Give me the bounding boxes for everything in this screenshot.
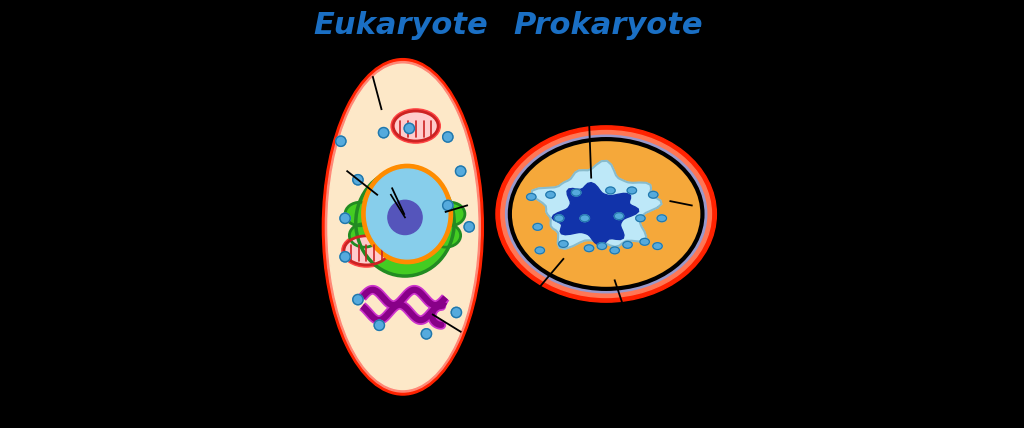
Ellipse shape [526,193,536,200]
Circle shape [336,136,346,146]
Ellipse shape [342,234,391,267]
Polygon shape [552,183,639,245]
Ellipse shape [344,236,389,265]
Circle shape [340,213,350,223]
Circle shape [340,252,350,262]
Ellipse shape [623,241,632,248]
Ellipse shape [345,202,375,226]
Circle shape [452,307,462,318]
Circle shape [442,200,453,211]
Ellipse shape [431,223,461,247]
Ellipse shape [606,187,615,194]
Circle shape [404,123,415,134]
Ellipse shape [496,126,717,302]
Ellipse shape [326,62,480,392]
Ellipse shape [328,64,478,389]
Ellipse shape [367,169,447,259]
Ellipse shape [571,189,581,196]
Ellipse shape [361,164,453,264]
Text: Eukaryote: Eukaryote [313,11,488,40]
Circle shape [353,294,364,305]
Ellipse shape [355,169,455,276]
Ellipse shape [323,59,483,395]
Ellipse shape [393,111,438,141]
Ellipse shape [349,223,379,247]
Circle shape [456,166,466,176]
Ellipse shape [610,247,620,254]
Ellipse shape [532,223,543,230]
Ellipse shape [546,191,555,198]
Ellipse shape [653,243,663,250]
Circle shape [353,175,364,185]
Circle shape [379,128,389,138]
Circle shape [464,222,474,232]
Ellipse shape [648,191,658,198]
Ellipse shape [501,131,712,297]
Ellipse shape [640,238,649,245]
Circle shape [388,200,422,235]
Ellipse shape [580,215,590,222]
Ellipse shape [636,215,645,222]
Ellipse shape [657,215,667,222]
Circle shape [442,132,453,142]
Circle shape [421,329,431,339]
Ellipse shape [391,109,440,143]
Circle shape [374,320,384,330]
Ellipse shape [559,241,568,247]
Text: Prokaryote: Prokaryote [514,11,703,40]
Ellipse shape [597,243,606,250]
Ellipse shape [536,247,545,254]
Ellipse shape [510,139,702,289]
Ellipse shape [627,187,637,194]
Polygon shape [531,161,662,249]
Ellipse shape [585,245,594,252]
Ellipse shape [554,215,564,222]
Ellipse shape [506,135,707,293]
Ellipse shape [435,202,465,226]
Ellipse shape [614,213,624,220]
